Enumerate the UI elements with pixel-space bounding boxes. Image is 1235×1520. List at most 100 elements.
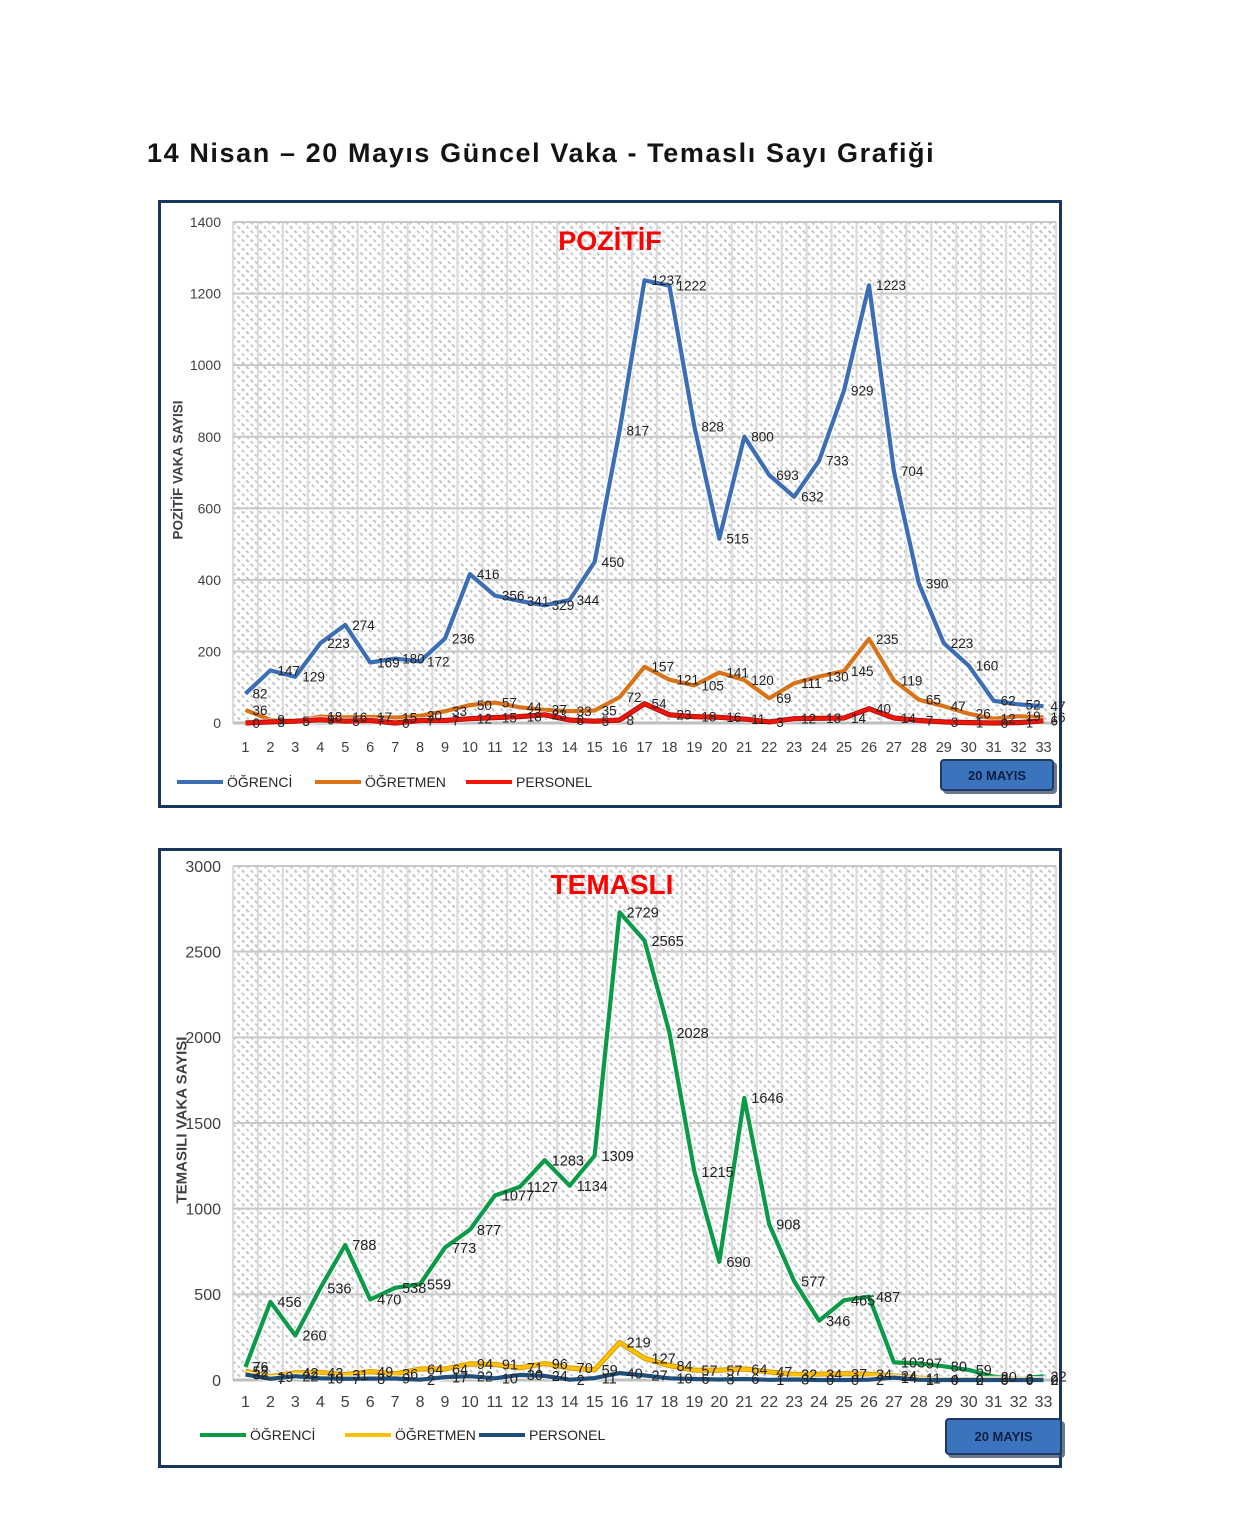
data-label: 69 <box>776 691 791 706</box>
data-label: 129 <box>302 670 325 685</box>
data-label: 33 <box>452 704 467 719</box>
legend-item-0: ÖĞRENCİ <box>177 774 292 790</box>
plot-area-background <box>233 222 1056 723</box>
x-tick-label: 20 <box>710 1394 728 1411</box>
x-tick-label: 25 <box>836 740 852 756</box>
data-label: 59 <box>976 1363 992 1379</box>
data-label: 64 <box>751 1362 767 1378</box>
data-label: 76 <box>252 1360 268 1376</box>
data-label: 70 <box>577 1361 593 1377</box>
data-label: 14 <box>851 711 867 726</box>
x-tick-label: 15 <box>587 740 603 756</box>
data-label: 23 <box>676 708 691 723</box>
y-tick-label: 3000 <box>185 859 221 876</box>
data-label: 49 <box>377 1365 393 1381</box>
data-label: 7 <box>926 713 934 728</box>
legend-item-2: PERSONEL <box>466 774 592 790</box>
data-label: 17 <box>377 710 392 725</box>
data-label: 18 <box>701 709 716 724</box>
series-line-1 <box>244 636 1044 724</box>
data-label: 40 <box>627 1366 643 1382</box>
data-label: 3 <box>277 715 285 730</box>
data-label: 105 <box>701 678 724 693</box>
data-label: 2028 <box>676 1026 708 1042</box>
data-label: 536 <box>327 1281 351 1297</box>
chart-title: POZİTİF <box>558 226 662 256</box>
data-label: 3 <box>776 715 784 730</box>
x-tick-label: 32 <box>1010 1394 1028 1411</box>
x-tick-label: 16 <box>611 1394 629 1411</box>
data-label: 12 <box>801 712 816 727</box>
y-axis-title: TEMASILI VAKA SAYISI <box>173 1036 191 1204</box>
y-tick-label: 1500 <box>185 1116 221 1133</box>
y-tick-label: 500 <box>194 1287 221 1304</box>
data-label: 1223 <box>876 278 906 293</box>
y-tick-label: 0 <box>213 715 221 731</box>
data-label: 16 <box>352 710 367 725</box>
data-label: 3 <box>801 1373 809 1389</box>
data-label: 465 <box>851 1294 875 1310</box>
data-label: 0 <box>1001 1373 1009 1389</box>
data-label: 788 <box>352 1238 376 1254</box>
x-tick-label: 5 <box>341 1394 350 1411</box>
date-button-20-mayis[interactable]: 20 MAYIS <box>940 759 1054 791</box>
data-label: 44 <box>527 700 543 715</box>
x-tick-label: 20 <box>711 740 727 756</box>
data-label: 1 <box>926 1373 934 1389</box>
x-tick-label: 24 <box>811 740 827 756</box>
data-label: 65 <box>926 693 941 708</box>
data-label: 130 <box>826 669 849 684</box>
data-label: 1 <box>976 716 984 731</box>
data-label: 3 <box>726 1373 734 1389</box>
x-tick-label: 6 <box>366 1394 375 1411</box>
data-label: 32 <box>252 1368 268 1384</box>
legend-label: PERSONEL <box>529 1427 606 1443</box>
y-tick-label: 800 <box>198 429 222 445</box>
data-label: 54 <box>652 697 668 712</box>
data-label: 36 <box>402 1367 418 1383</box>
data-label: 1077 <box>502 1189 534 1205</box>
x-tick-label: 25 <box>835 1394 853 1411</box>
x-tick-label: 7 <box>391 740 399 756</box>
legend-swatch-2 <box>466 780 512 784</box>
data-label: 260 <box>302 1329 326 1345</box>
data-label: 7 <box>452 713 460 728</box>
date-button-20-mayis[interactable]: 20 MAYIS <box>945 1418 1062 1455</box>
x-tick-label: 12 <box>512 740 528 756</box>
data-label: 35 <box>602 703 617 718</box>
legend-label: ÖĞRENCİ <box>250 1427 316 1443</box>
x-tick-label: 29 <box>935 1394 953 1411</box>
x-tick-label: 30 <box>960 1394 978 1411</box>
x-tick-label: 18 <box>661 1394 679 1411</box>
data-label: 13 <box>826 711 841 726</box>
legend-swatch-0 <box>177 780 223 784</box>
x-tick-label: 17 <box>636 1394 654 1411</box>
data-label: 2 <box>976 1373 984 1389</box>
y-tick-label: 600 <box>198 500 222 516</box>
data-label: 2 <box>876 1373 884 1389</box>
x-tick-label: 11 <box>487 1394 504 1411</box>
data-label: 30 <box>527 1368 543 1384</box>
data-label: 704 <box>901 464 924 479</box>
data-label: 120 <box>751 673 774 688</box>
data-label: 147 <box>277 663 300 678</box>
data-label: 121 <box>676 673 699 688</box>
data-label: 8 <box>627 713 635 728</box>
data-label: 515 <box>726 532 749 547</box>
data-label: 1237 <box>652 273 682 288</box>
data-label: 1222 <box>676 279 706 294</box>
data-label: 693 <box>776 468 799 483</box>
data-label: 11 <box>926 1371 941 1387</box>
data-label: 344 <box>577 593 600 608</box>
data-label: 8 <box>577 713 585 728</box>
data-label: 22 <box>1051 1369 1067 1385</box>
data-label: 57 <box>502 695 517 710</box>
data-label: 50 <box>477 698 492 713</box>
x-tick-label: 22 <box>761 740 777 756</box>
data-label: 223 <box>951 636 974 651</box>
data-label: 127 <box>652 1351 676 1367</box>
legend-item-1: ÖĞRETMEN <box>345 1427 476 1443</box>
data-label: 157 <box>652 660 675 675</box>
